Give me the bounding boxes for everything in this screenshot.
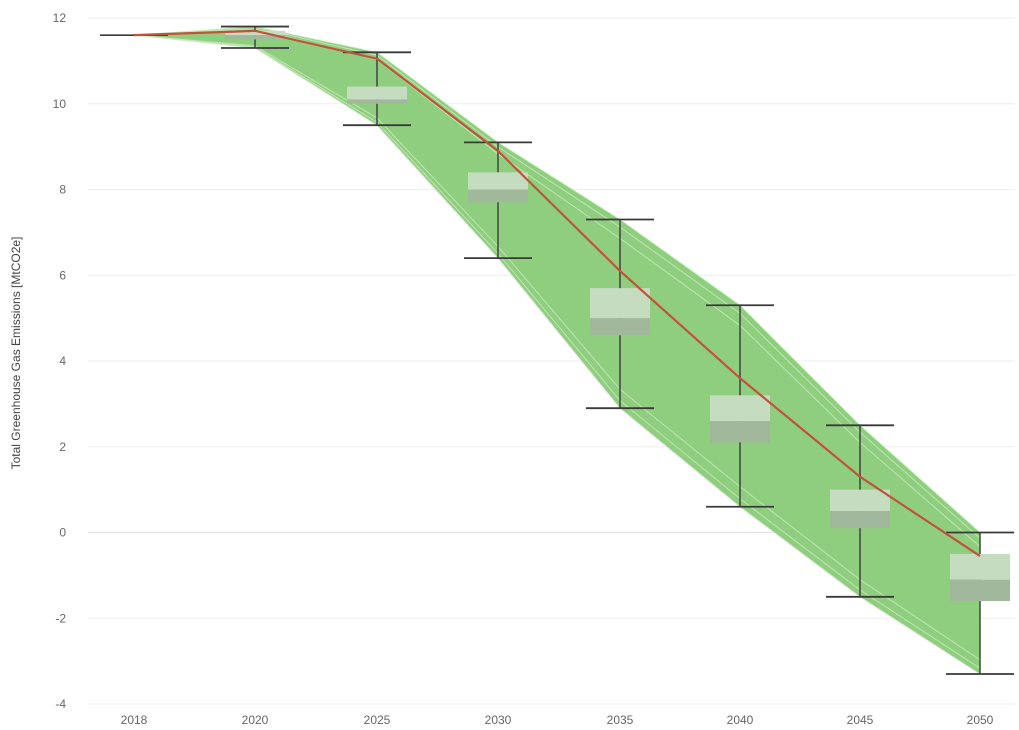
box-2035 [586,218,654,410]
envelope-group [133,26,981,675]
box-lower [950,579,1010,602]
box-upper [710,395,770,422]
scenario-line [133,34,981,669]
box-lower [225,35,285,40]
box-lower [590,318,650,336]
scenario-line [133,34,981,661]
box-upper [468,172,528,190]
y-tick-label: -2 [55,611,66,625]
x-tick-label: 2018 [121,713,148,727]
y-tick-label: 0 [59,526,66,540]
box-upper [830,489,890,512]
y-tick-label: 6 [59,268,66,282]
box-2025 [343,51,411,127]
reference-line [133,29,981,557]
y-tick-label: 4 [59,354,66,368]
box-upper [225,30,285,36]
box-lower [347,99,407,104]
box-2045 [826,424,894,598]
y-tick-label: 2 [59,440,66,454]
x-tick-label: 2030 [485,713,512,727]
y-tick-label: 8 [59,183,66,197]
box-lower [468,189,528,203]
y-tick-label: 10 [53,97,67,111]
x-tick-label: 2020 [242,713,269,727]
box-group [100,25,1014,675]
box-2050 [946,531,1014,675]
box-2040 [706,304,774,508]
x-tick-label: 2045 [847,713,874,727]
box-lower [710,421,770,443]
tick-labels: -4 -2 0 2 4 6 8 10 12 2018 2020 2025 2030 2035 2040 204… [53,11,994,727]
y-tick-label: 12 [53,11,67,25]
x-tick-label: 2035 [607,713,634,727]
x-tick-label: 2040 [727,713,754,727]
box-upper [347,86,407,100]
scenario-envelope [134,26,980,674]
y-axis-title: Total Greenhouse Gas Emissions [MtCO2e] [9,237,23,470]
box-upper [590,288,650,319]
x-tick-label: 2025 [364,713,391,727]
box-2030 [464,141,532,260]
box-upper [950,553,1010,580]
x-tick-label: 2050 [967,713,994,727]
y-tick-label: -4 [55,697,66,711]
box-lower [830,511,890,529]
scenario-line [133,34,981,675]
